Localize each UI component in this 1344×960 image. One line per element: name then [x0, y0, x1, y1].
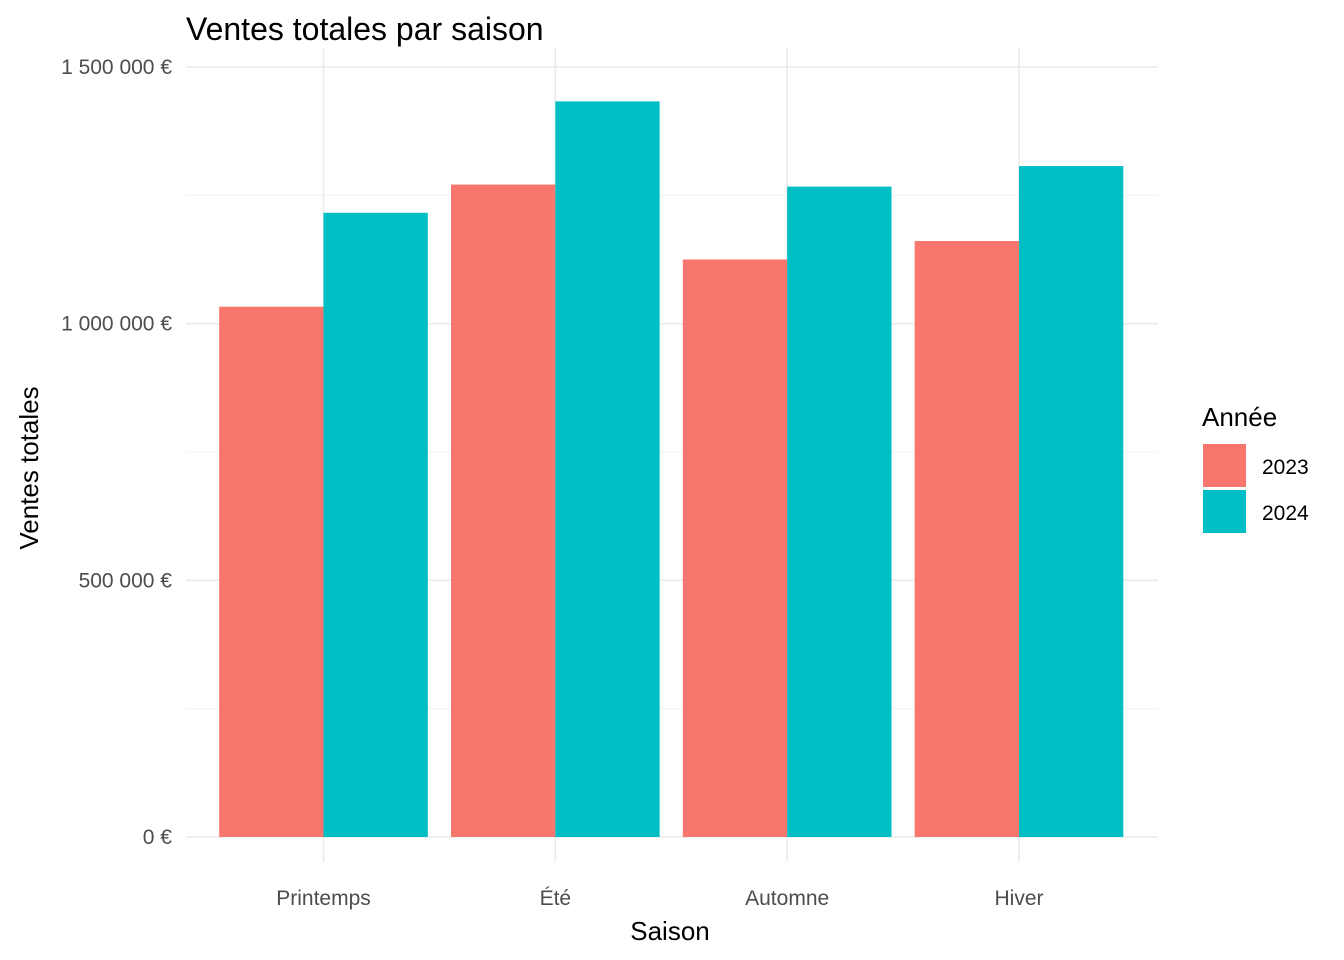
bar-2024-1 [323, 212, 428, 837]
x-tick-label: Automne [745, 887, 829, 910]
x-tick-label: Été [540, 887, 572, 910]
bar-2023-3 [682, 259, 788, 837]
legend: Année 2023 2024 [1202, 402, 1309, 533]
legend-key-2024 [1203, 490, 1246, 533]
bar-2024-4 [1019, 166, 1124, 837]
bar-group [219, 101, 1124, 838]
y-axis-title: Ventes totales [14, 386, 44, 549]
bar-2023-1 [219, 306, 324, 837]
bar-2023-4 [914, 241, 1019, 837]
bar-2024-2 [555, 101, 660, 838]
y-tick-label: 500 000 € [79, 569, 173, 592]
x-axis-title: Saison [630, 916, 710, 946]
x-tick-label: Hiver [994, 887, 1043, 910]
chart-title: Ventes totales par saison [186, 11, 544, 47]
legend-label-2024: 2024 [1262, 502, 1309, 525]
legend-label-2023: 2023 [1262, 456, 1309, 479]
y-axis-ticks: 0 € 500 000 € 1 000 000 € 1 500 000 € [61, 56, 172, 849]
x-tick-label: Printemps [276, 887, 371, 910]
y-tick-label: 1 500 000 € [61, 56, 172, 79]
bar-2023-2 [451, 184, 556, 837]
bar-2024-3 [787, 186, 892, 837]
y-tick-label: 1 000 000 € [61, 313, 172, 336]
y-tick-label: 0 € [143, 826, 173, 849]
x-axis-ticks: Printemps Été Automne Hiver [276, 887, 1043, 910]
legend-key-2023 [1203, 444, 1246, 487]
legend-title: Année [1202, 402, 1277, 432]
